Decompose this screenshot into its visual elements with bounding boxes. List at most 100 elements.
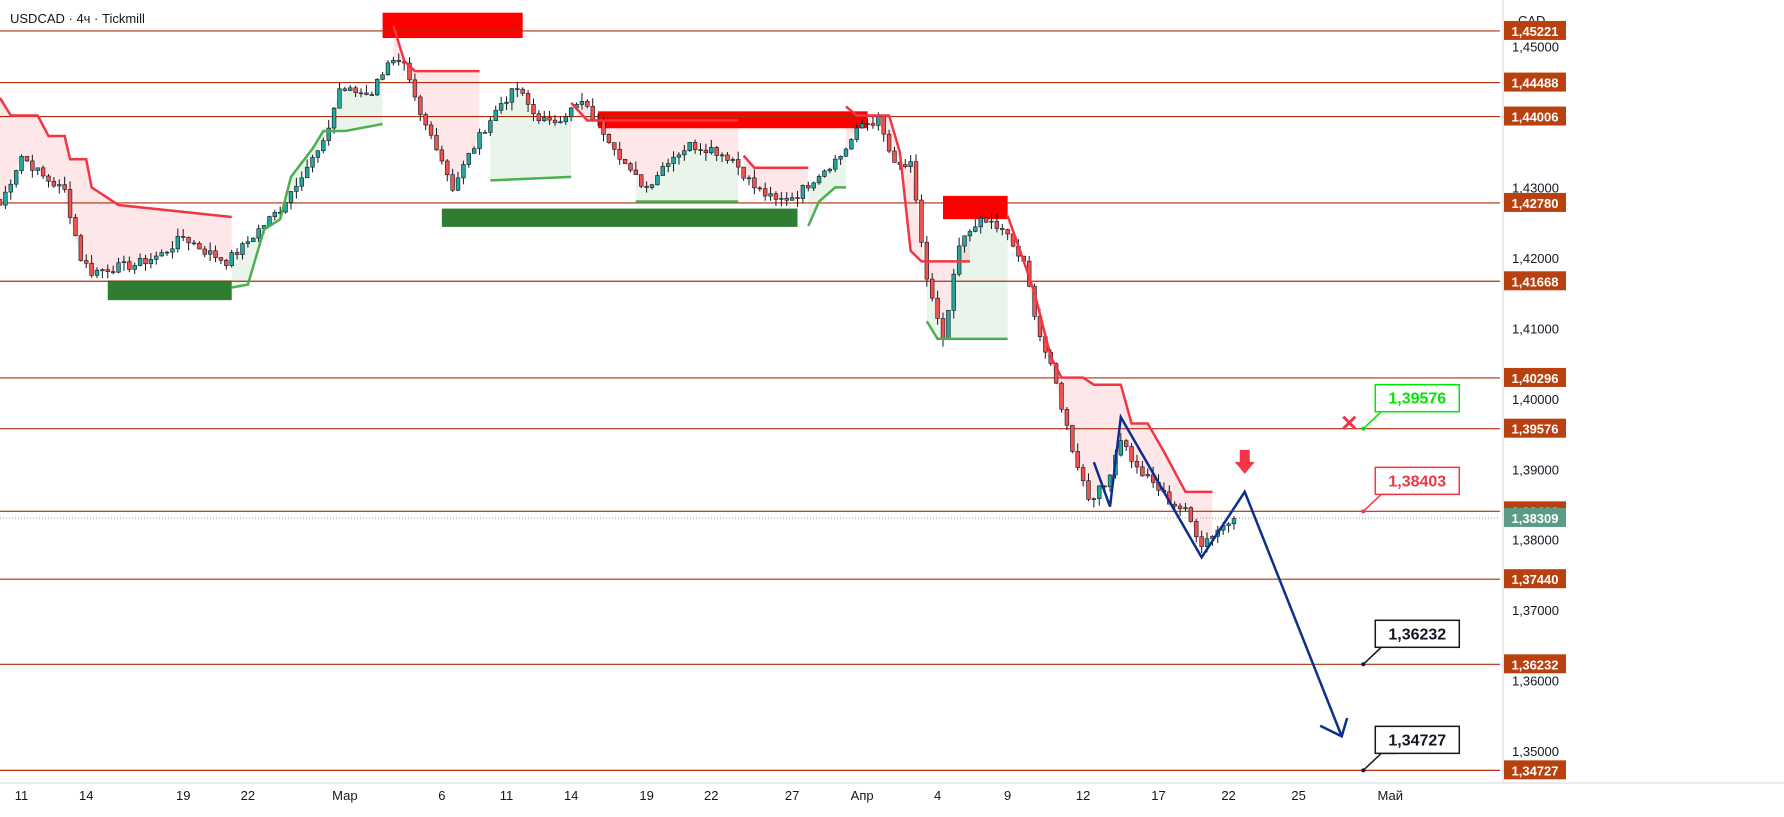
candle-body: [843, 148, 849, 157]
candle-body: [245, 241, 251, 244]
candle-body: [1194, 521, 1199, 538]
candle-body: [1080, 467, 1086, 482]
candle-body: [822, 170, 827, 177]
callout-box: [1374, 383, 1461, 413]
candle-body: [590, 105, 595, 120]
candle-body: [1199, 536, 1204, 547]
candle-body: [660, 166, 665, 176]
candle-body: [1000, 228, 1005, 230]
candle-body: [358, 92, 364, 95]
projection-path[interactable]: [1092, 413, 1343, 737]
callout-entry-1[interactable]: 1,38403: [1361, 466, 1461, 514]
candle-body: [1097, 485, 1102, 499]
candle-body: [418, 96, 423, 115]
callout-pointer: [1362, 410, 1398, 430]
candle-body: [854, 127, 859, 140]
supertrend-up-1: [231, 122, 383, 289]
candle-body: [353, 87, 358, 94]
candle-body: [1177, 505, 1183, 510]
callout-label: 1,34727: [1388, 732, 1446, 749]
level-label-bg: [1504, 418, 1566, 438]
chart-title: USDCAD · 4ч · Tickmill: [10, 11, 145, 26]
candle-body: [94, 269, 100, 276]
candle-body: [488, 120, 493, 133]
candle-body: [719, 154, 725, 157]
candle-body: [515, 88, 520, 90]
time-tick-label: 9: [1004, 788, 1011, 803]
callout-dot: [1361, 426, 1366, 431]
support-zone-3: [441, 208, 798, 227]
supertrend-fill-9: [926, 217, 1008, 339]
candle-body: [164, 251, 170, 254]
candle-body: [520, 88, 525, 94]
candle-body: [1145, 474, 1150, 477]
candle-body: [601, 120, 606, 135]
candle-body: [304, 166, 310, 179]
candle-body: [703, 149, 709, 154]
callout-label: 1,39576: [1388, 391, 1446, 408]
candle-body: [827, 168, 833, 172]
candle-body: [207, 250, 213, 255]
supertrend-down-6: [742, 154, 809, 169]
candle-body: [105, 269, 110, 272]
price-tick-label: 1,39000: [1512, 462, 1559, 477]
candle-body: [908, 161, 913, 167]
callout-target-2[interactable]: 1,36232: [1361, 619, 1461, 667]
candle-body: [127, 261, 132, 270]
candle-body: [762, 188, 768, 197]
candle-body: [639, 174, 644, 187]
time-tick-label: Май: [1377, 788, 1402, 803]
candle-body: [1129, 446, 1134, 462]
candle-body: [67, 189, 73, 218]
candle-body: [498, 103, 504, 111]
candle-body: [779, 198, 784, 200]
candle-body: [51, 180, 57, 187]
current-price-label: 1,38309: [1512, 511, 1559, 526]
candle-body: [57, 184, 62, 187]
time-tick-label: 25: [1291, 788, 1305, 803]
candle-body: [472, 148, 477, 154]
supertrend-fill-1: [231, 74, 383, 288]
candle-body: [838, 156, 843, 160]
candle-body: [563, 116, 568, 122]
candle-body: [876, 116, 881, 126]
candle-body: [62, 184, 67, 190]
candle-body: [412, 79, 418, 98]
level-label: 1,44488: [1512, 76, 1559, 91]
candle-body: [789, 197, 795, 201]
candle-body: [994, 220, 1000, 229]
candle-body: [84, 260, 89, 264]
candle-body: [859, 123, 865, 129]
candle-body: [213, 250, 218, 258]
candle-body: [1107, 474, 1113, 488]
candle-body: [461, 164, 466, 179]
level-label-bg: [1504, 271, 1566, 291]
candle-body: [1231, 518, 1237, 525]
callout-target-3[interactable]: 1,34727: [1361, 725, 1461, 773]
candle-body: [1204, 538, 1210, 547]
candle-body: [326, 127, 331, 141]
candle-body: [1183, 507, 1188, 510]
candle-body: [3, 191, 8, 206]
price-tick-label: 1,42000: [1512, 251, 1559, 266]
candle-body: [337, 88, 342, 109]
candle-body: [251, 237, 256, 243]
callout-dot: [1361, 768, 1366, 773]
candle-body: [380, 74, 385, 80]
candle-body: [725, 154, 730, 161]
candle-body: [568, 107, 574, 118]
callout-stop-0[interactable]: 1,39576: [1361, 383, 1461, 431]
level-label-bg: [1504, 20, 1566, 40]
candle-body: [1118, 440, 1123, 456]
candles: [0, 53, 1237, 554]
candle-body: [558, 121, 563, 124]
candle-body: [0, 199, 3, 206]
time-tick-label: 22: [1221, 788, 1235, 803]
level-label: 1,40296: [1512, 371, 1559, 386]
supertrend-fill-0: [0, 97, 232, 276]
candle-body: [445, 160, 450, 176]
candle-body: [256, 228, 261, 239]
time-tick-label: 19: [639, 788, 653, 803]
candle-body: [89, 262, 94, 276]
